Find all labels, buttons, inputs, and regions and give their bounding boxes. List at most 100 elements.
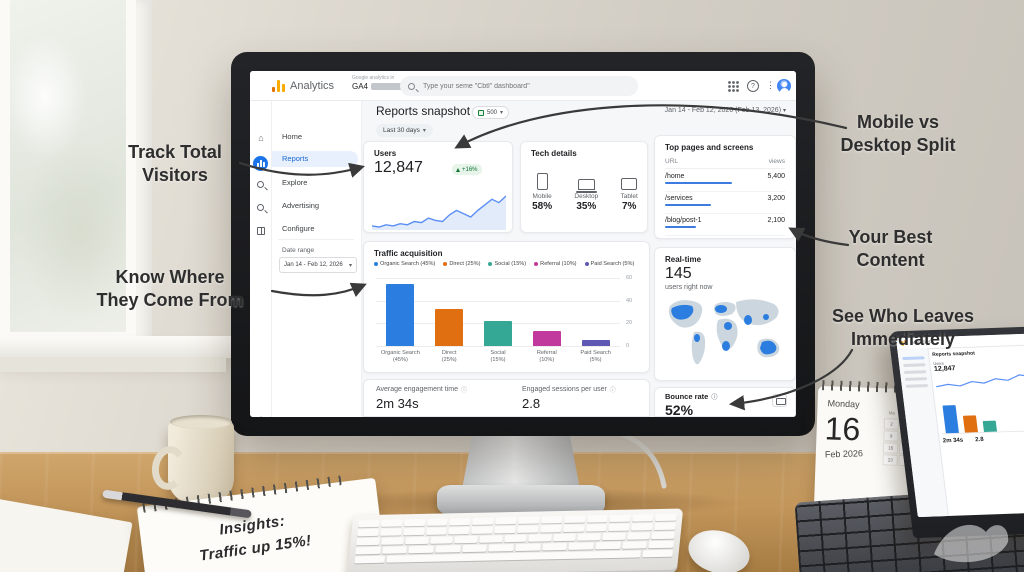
date-range-label: Date range: [282, 247, 315, 254]
top-pages-rows: /home 5,400/services 3,200/blog/post-1 2,10…: [665, 170, 785, 236]
gridline: [376, 278, 620, 279]
increase-arrow-icon: [456, 167, 460, 172]
info-icon[interactable]: ⓘ: [711, 395, 718, 401]
window-sill-face: [0, 357, 226, 372]
traffic-bar-chart: 0 20 40 60 Organic Search (45%) Direct (25%) Soc…: [376, 275, 632, 363]
engaged-sessions-metric: Engaged sessions per user ⓘ 2.8: [522, 386, 616, 411]
window: [0, 0, 152, 352]
date-range-select[interactable]: Jan 14 - Feb 12, 2026 ▾: [279, 257, 357, 273]
traffic-bar[interactable]: [484, 321, 512, 346]
info-icon[interactable]: ⓘ: [609, 388, 616, 394]
legend-item[interactable]: Social (15%): [488, 261, 526, 267]
bounce-title: Bounce rate: [665, 392, 709, 401]
callout-mobile-desktop: Mobile vs Desktop Split: [840, 112, 956, 156]
home-icon[interactable]: ⌂: [258, 133, 264, 143]
tech-mobile: Mobile 58%: [532, 168, 552, 212]
engagement-metrics-card: Average engagement time ⓘ 2m 34s Engaged …: [363, 379, 650, 417]
search-input[interactable]: [421, 81, 611, 91]
snapshot-badge[interactable]: 500 ▾: [472, 106, 510, 119]
bar-label: Social (15%): [490, 350, 506, 363]
top-pages-title: Top pages and screens: [665, 143, 754, 152]
keyboard: [346, 508, 684, 572]
topbar: Analytics Google analytics in GA4 ▾: [250, 71, 796, 101]
explore-icon[interactable]: [257, 181, 264, 188]
bounce-rate-card: Bounce rate ⓘ 52%: [654, 387, 796, 417]
legend-item[interactable]: Organic Search (45%): [374, 261, 435, 267]
calendar-day: 16: [824, 410, 861, 448]
page-row[interactable]: /home 5,400: [665, 170, 785, 192]
chevron-down-icon: ▾: [782, 108, 786, 114]
apps-grid-icon[interactable]: [728, 81, 739, 92]
gridline: [376, 346, 620, 347]
laptop-metric2: 2.8: [974, 436, 985, 444]
avg-engagement-metric: Average engagement time ⓘ 2m 34s: [376, 386, 467, 411]
laptop-screen: Analytics Reports snapshot Users 12,847 …: [888, 325, 1024, 539]
divider: [278, 239, 354, 240]
sidebar-item-home[interactable]: Home: [282, 132, 303, 141]
bar-label: Direct (25%): [441, 350, 457, 363]
legend-item[interactable]: Referral (10%): [534, 261, 577, 267]
users-sparkline: [372, 195, 506, 230]
top-pages-header: URL views: [665, 158, 785, 169]
reports-active-icon[interactable]: [253, 156, 268, 171]
filter-chip-label: Last 30 days: [383, 127, 420, 134]
gridline: [376, 300, 620, 302]
y-tick: 0: [626, 343, 630, 349]
date-range-value: Jan 14 - Feb 12, 2026: [284, 262, 343, 268]
tablet-icon: [621, 178, 638, 190]
brand-name: Analytics: [290, 80, 335, 92]
avatar[interactable]: [777, 79, 791, 94]
realtime-value: 145: [665, 265, 692, 282]
bar-label: Paid Search (5%): [580, 350, 611, 363]
callout-best-content: Your Best Content: [848, 227, 933, 271]
sidebar-item-advertising[interactable]: Advertising: [282, 201, 320, 210]
monitor: Analytics Google analytics in GA4 ▾: [231, 52, 815, 436]
tech-card-title: Tech details: [531, 149, 577, 158]
report-date-range[interactable]: Jan 14 - Feb 12, 2026 (Feb 13, 2026) ▾: [664, 107, 786, 114]
calendar-icon: [478, 109, 484, 116]
sidebar-item-reports[interactable]: Reports: [272, 151, 358, 167]
traffic-bar[interactable]: [386, 283, 415, 346]
laptop-bar-chart: [937, 398, 1024, 435]
chevron-down-icon: ▾: [422, 128, 426, 134]
traffic-bar[interactable]: [435, 308, 464, 346]
realtime-title: Real-time: [665, 255, 702, 264]
advertising-icon[interactable]: [257, 204, 264, 211]
sidebar-item-configure[interactable]: Configure: [282, 224, 315, 233]
page-row[interactable]: /services 3,200: [665, 192, 785, 214]
traffic-bar[interactable]: [532, 331, 561, 346]
page-row[interactable]: /blog/post-1 2,100: [665, 214, 785, 236]
page-views-bar: [665, 182, 732, 184]
more-menu-icon[interactable]: ⋮: [766, 80, 775, 90]
filter-chip[interactable]: Last 30 days ▾: [376, 124, 433, 137]
legend-item[interactable]: Paid Search (5%): [584, 261, 634, 267]
laptop-dashboard: Analytics Reports snapshot Users 12,847 …: [895, 333, 1024, 518]
y-tick: 20: [626, 320, 633, 327]
window-glass: [0, 0, 136, 342]
legend-dot-icon: [534, 262, 539, 266]
help-icon[interactable]: ?: [747, 80, 759, 92]
legend-item[interactable]: Direct (25%): [443, 261, 480, 267]
bar-label: Referral (10%): [536, 350, 557, 363]
feedback-icon[interactable]: [772, 394, 787, 407]
window-sill: [0, 336, 236, 358]
chevron-down-icon: ▾: [500, 110, 504, 116]
traffic-bar[interactable]: [581, 340, 610, 346]
users-card-title: Users: [374, 149, 397, 158]
sidebar-item-explore[interactable]: Explore: [282, 178, 308, 187]
laptop-sparkline: [935, 374, 1024, 388]
info-icon[interactable]: ⓘ: [460, 388, 467, 394]
laptop-metric1: 2m 34s: [942, 437, 964, 445]
calendar-month: Feb 2026: [824, 448, 864, 460]
world-map: [668, 299, 780, 365]
configure-icon[interactable]: [257, 227, 265, 235]
callout-see-who-leaves: See Who Leaves Immediately: [831, 306, 975, 350]
bar-label: Organic Search (45%): [380, 350, 420, 363]
legend-dot-icon: [374, 262, 378, 266]
callout-know-where: Know Where They Come From: [96, 267, 244, 311]
desktop-icon: [575, 179, 597, 193]
badge-value: 500: [487, 109, 498, 116]
watermark-icon: [934, 524, 1009, 563]
gear-icon[interactable]: ⚙: [250, 415, 272, 417]
search-bar[interactable]: [400, 76, 638, 96]
